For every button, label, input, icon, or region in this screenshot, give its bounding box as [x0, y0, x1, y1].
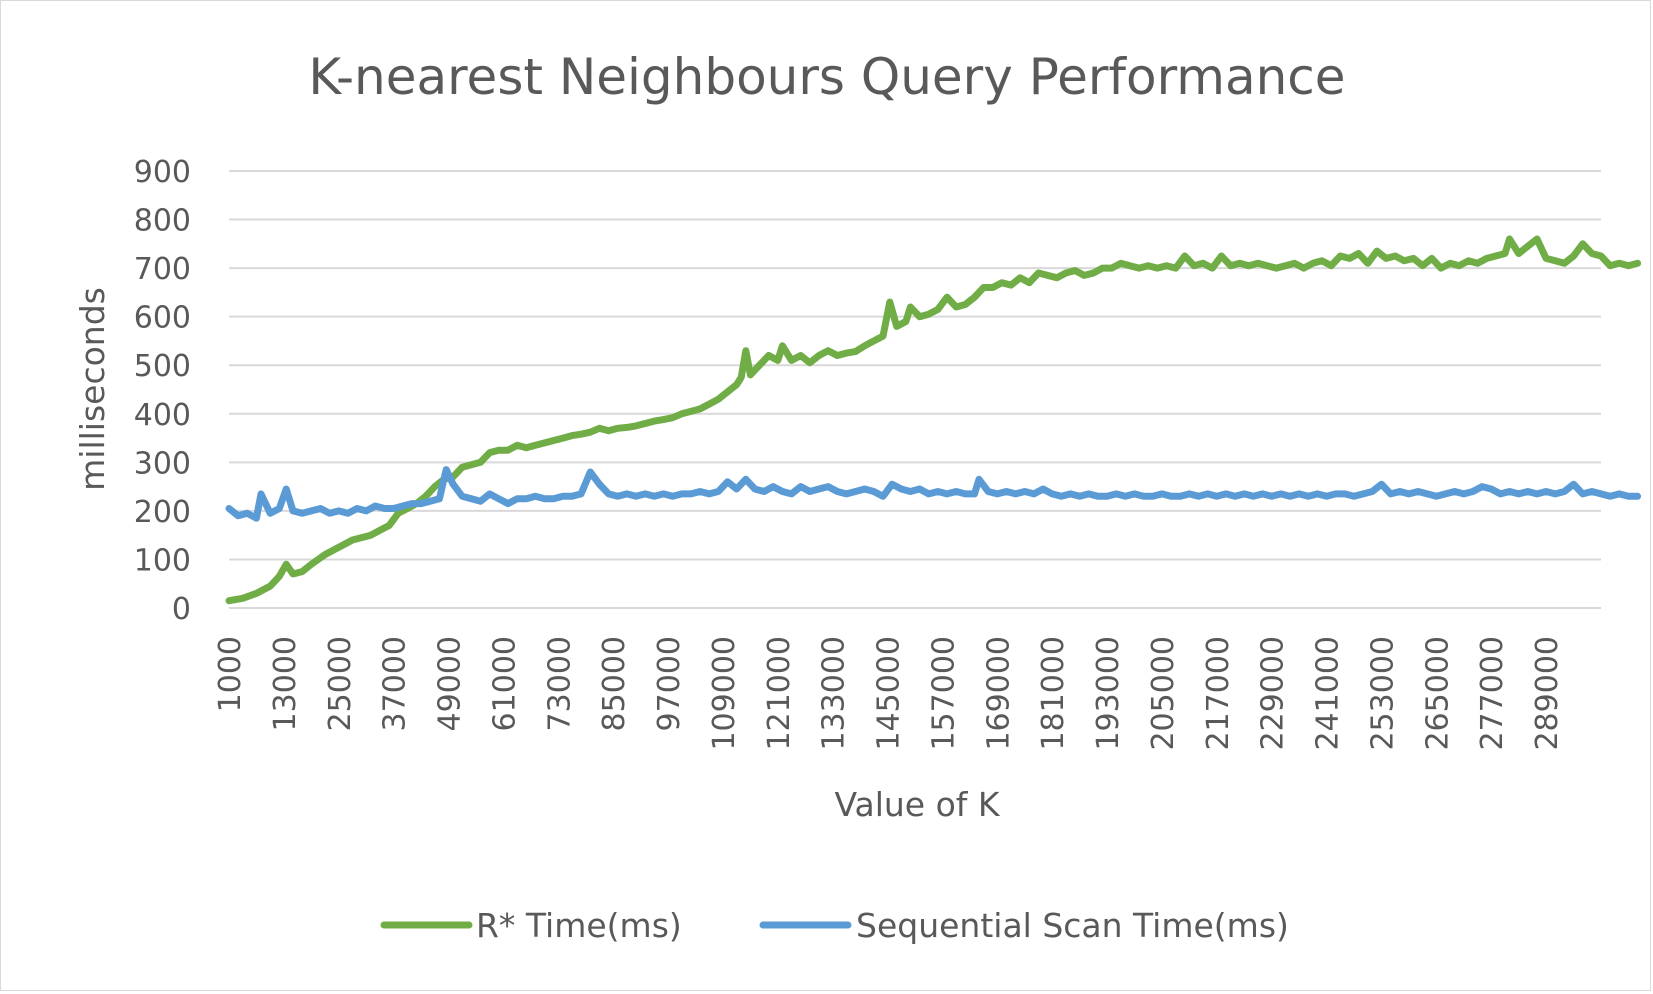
x-tick-label: 217000	[1201, 636, 1236, 751]
y-axis-label: milliseconds	[73, 287, 112, 491]
y-tick-label: 700	[134, 252, 191, 287]
x-tick-label: 145000	[872, 636, 907, 751]
x-axis-label: Value of K	[834, 785, 1000, 824]
x-tick-label: 193000	[1091, 636, 1126, 751]
y-tick-label: 0	[172, 592, 191, 627]
x-tick-label: 37000	[378, 636, 413, 731]
x-axis-ticks: 1000 13000 25000 37000 49000 61000 73000 85000 9…	[213, 636, 1565, 751]
x-tick-label: 181000	[1036, 636, 1071, 751]
x-tick-label: 25000	[323, 636, 358, 731]
y-tick-label: 300	[134, 446, 191, 481]
x-tick-label: 253000	[1365, 636, 1400, 751]
x-tick-label: 289000	[1530, 636, 1565, 751]
legend-label: R* Time(ms)	[476, 906, 682, 945]
y-tick-label: 400	[134, 398, 191, 433]
x-tick-label: 205000	[1146, 636, 1181, 751]
x-tick-label: 229000	[1256, 636, 1291, 751]
gridlines	[229, 170, 1601, 609]
x-tick-label: 61000	[487, 636, 522, 731]
series-lines	[225, 235, 1642, 605]
legend: R* Time(ms) Sequential Scan Time(ms)	[380, 906, 1289, 945]
x-tick-label: 133000	[817, 636, 852, 751]
x-tick-label: 1000	[213, 636, 248, 712]
x-tick-label: 85000	[597, 636, 632, 731]
y-axis-ticks: 0 100 200 300 400 500 600 700 800 900	[134, 155, 191, 627]
y-tick-label: 600	[134, 301, 191, 336]
series-line-r-star-time	[225, 235, 1642, 605]
x-tick-label: 97000	[652, 636, 687, 731]
x-tick-label: 241000	[1311, 636, 1346, 751]
x-tick-label: 109000	[707, 636, 742, 751]
y-tick-label: 100	[134, 543, 191, 578]
y-tick-label: 900	[134, 155, 191, 190]
x-tick-label: 277000	[1475, 636, 1510, 751]
x-tick-label: 49000	[433, 636, 468, 731]
chart-title: K-nearest Neighbours Query Performance	[308, 48, 1345, 106]
x-tick-label: 169000	[981, 636, 1016, 751]
legend-label: Sequential Scan Time(ms)	[856, 906, 1289, 945]
x-tick-label: 73000	[542, 636, 577, 731]
x-tick-label: 157000	[926, 636, 961, 751]
y-tick-label: 800	[134, 204, 191, 239]
series-line-sequential-scan-time	[225, 466, 1642, 522]
y-tick-label: 500	[134, 349, 191, 384]
x-tick-label: 265000	[1420, 636, 1455, 751]
y-tick-label: 200	[134, 495, 191, 530]
x-tick-label: 121000	[762, 636, 797, 751]
x-tick-label: 13000	[268, 636, 303, 731]
